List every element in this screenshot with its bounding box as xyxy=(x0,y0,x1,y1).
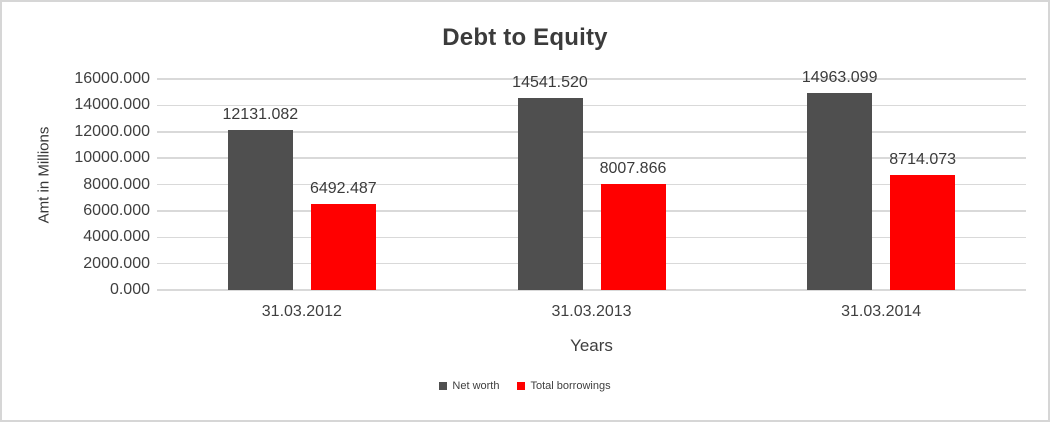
bar-net-worth xyxy=(227,130,293,290)
y-tick-label: 6000.000 xyxy=(83,201,150,219)
x-tick-label: 31.03.2013 xyxy=(551,303,632,320)
bar-net-worth xyxy=(807,92,873,290)
gridline xyxy=(157,104,1026,107)
y-axis-title: Amt in Millions xyxy=(35,126,53,224)
x-tick-label: 31.03.2012 xyxy=(261,303,342,320)
y-tick-label: 2000.000 xyxy=(83,254,150,272)
data-label: 6492.487 xyxy=(309,180,377,198)
y-tick-label: 8000.000 xyxy=(83,175,150,193)
data-label: 14541.520 xyxy=(512,74,588,92)
y-tick-label: 12000.000 xyxy=(74,122,150,140)
gridline xyxy=(157,183,1026,186)
x-axis-title: Years xyxy=(570,336,613,355)
legend: Net worth Total borrowings xyxy=(2,380,1048,392)
bar-net-worth xyxy=(517,98,583,290)
legend-item: Total borrowings xyxy=(517,380,611,392)
legend-swatch xyxy=(517,382,526,390)
bar-total-borrowings xyxy=(890,175,956,290)
gridline xyxy=(157,289,1026,291)
gridline xyxy=(157,78,1026,80)
bar-total-borrowings xyxy=(310,204,376,290)
gridline xyxy=(157,210,1026,212)
legend-item: Net worth xyxy=(439,380,499,392)
data-label: 8714.073 xyxy=(889,151,957,169)
legend-label: Total borrowings xyxy=(530,380,611,392)
gridline xyxy=(157,262,1026,265)
gridline xyxy=(157,157,1026,159)
gridline xyxy=(157,236,1026,238)
chart-title: Debt to Equity xyxy=(442,24,608,51)
data-label: 8007.866 xyxy=(599,160,667,178)
y-tick-label: 16000.000 xyxy=(74,70,150,87)
bar-total-borrowings xyxy=(600,184,666,290)
gridline xyxy=(157,131,1026,133)
legend-swatch xyxy=(439,382,448,390)
data-label: 12131.082 xyxy=(222,106,299,124)
y-tick-label: 14000.000 xyxy=(74,96,150,114)
x-tick-label: 31.03.2014 xyxy=(841,303,922,320)
data-label: 14963.099 xyxy=(801,68,878,86)
y-tick-label: 10000.000 xyxy=(74,149,150,167)
legend-label: Net worth xyxy=(452,380,500,392)
y-tick-label: 4000.000 xyxy=(83,228,150,246)
y-tick-label: 0.000 xyxy=(109,281,150,298)
